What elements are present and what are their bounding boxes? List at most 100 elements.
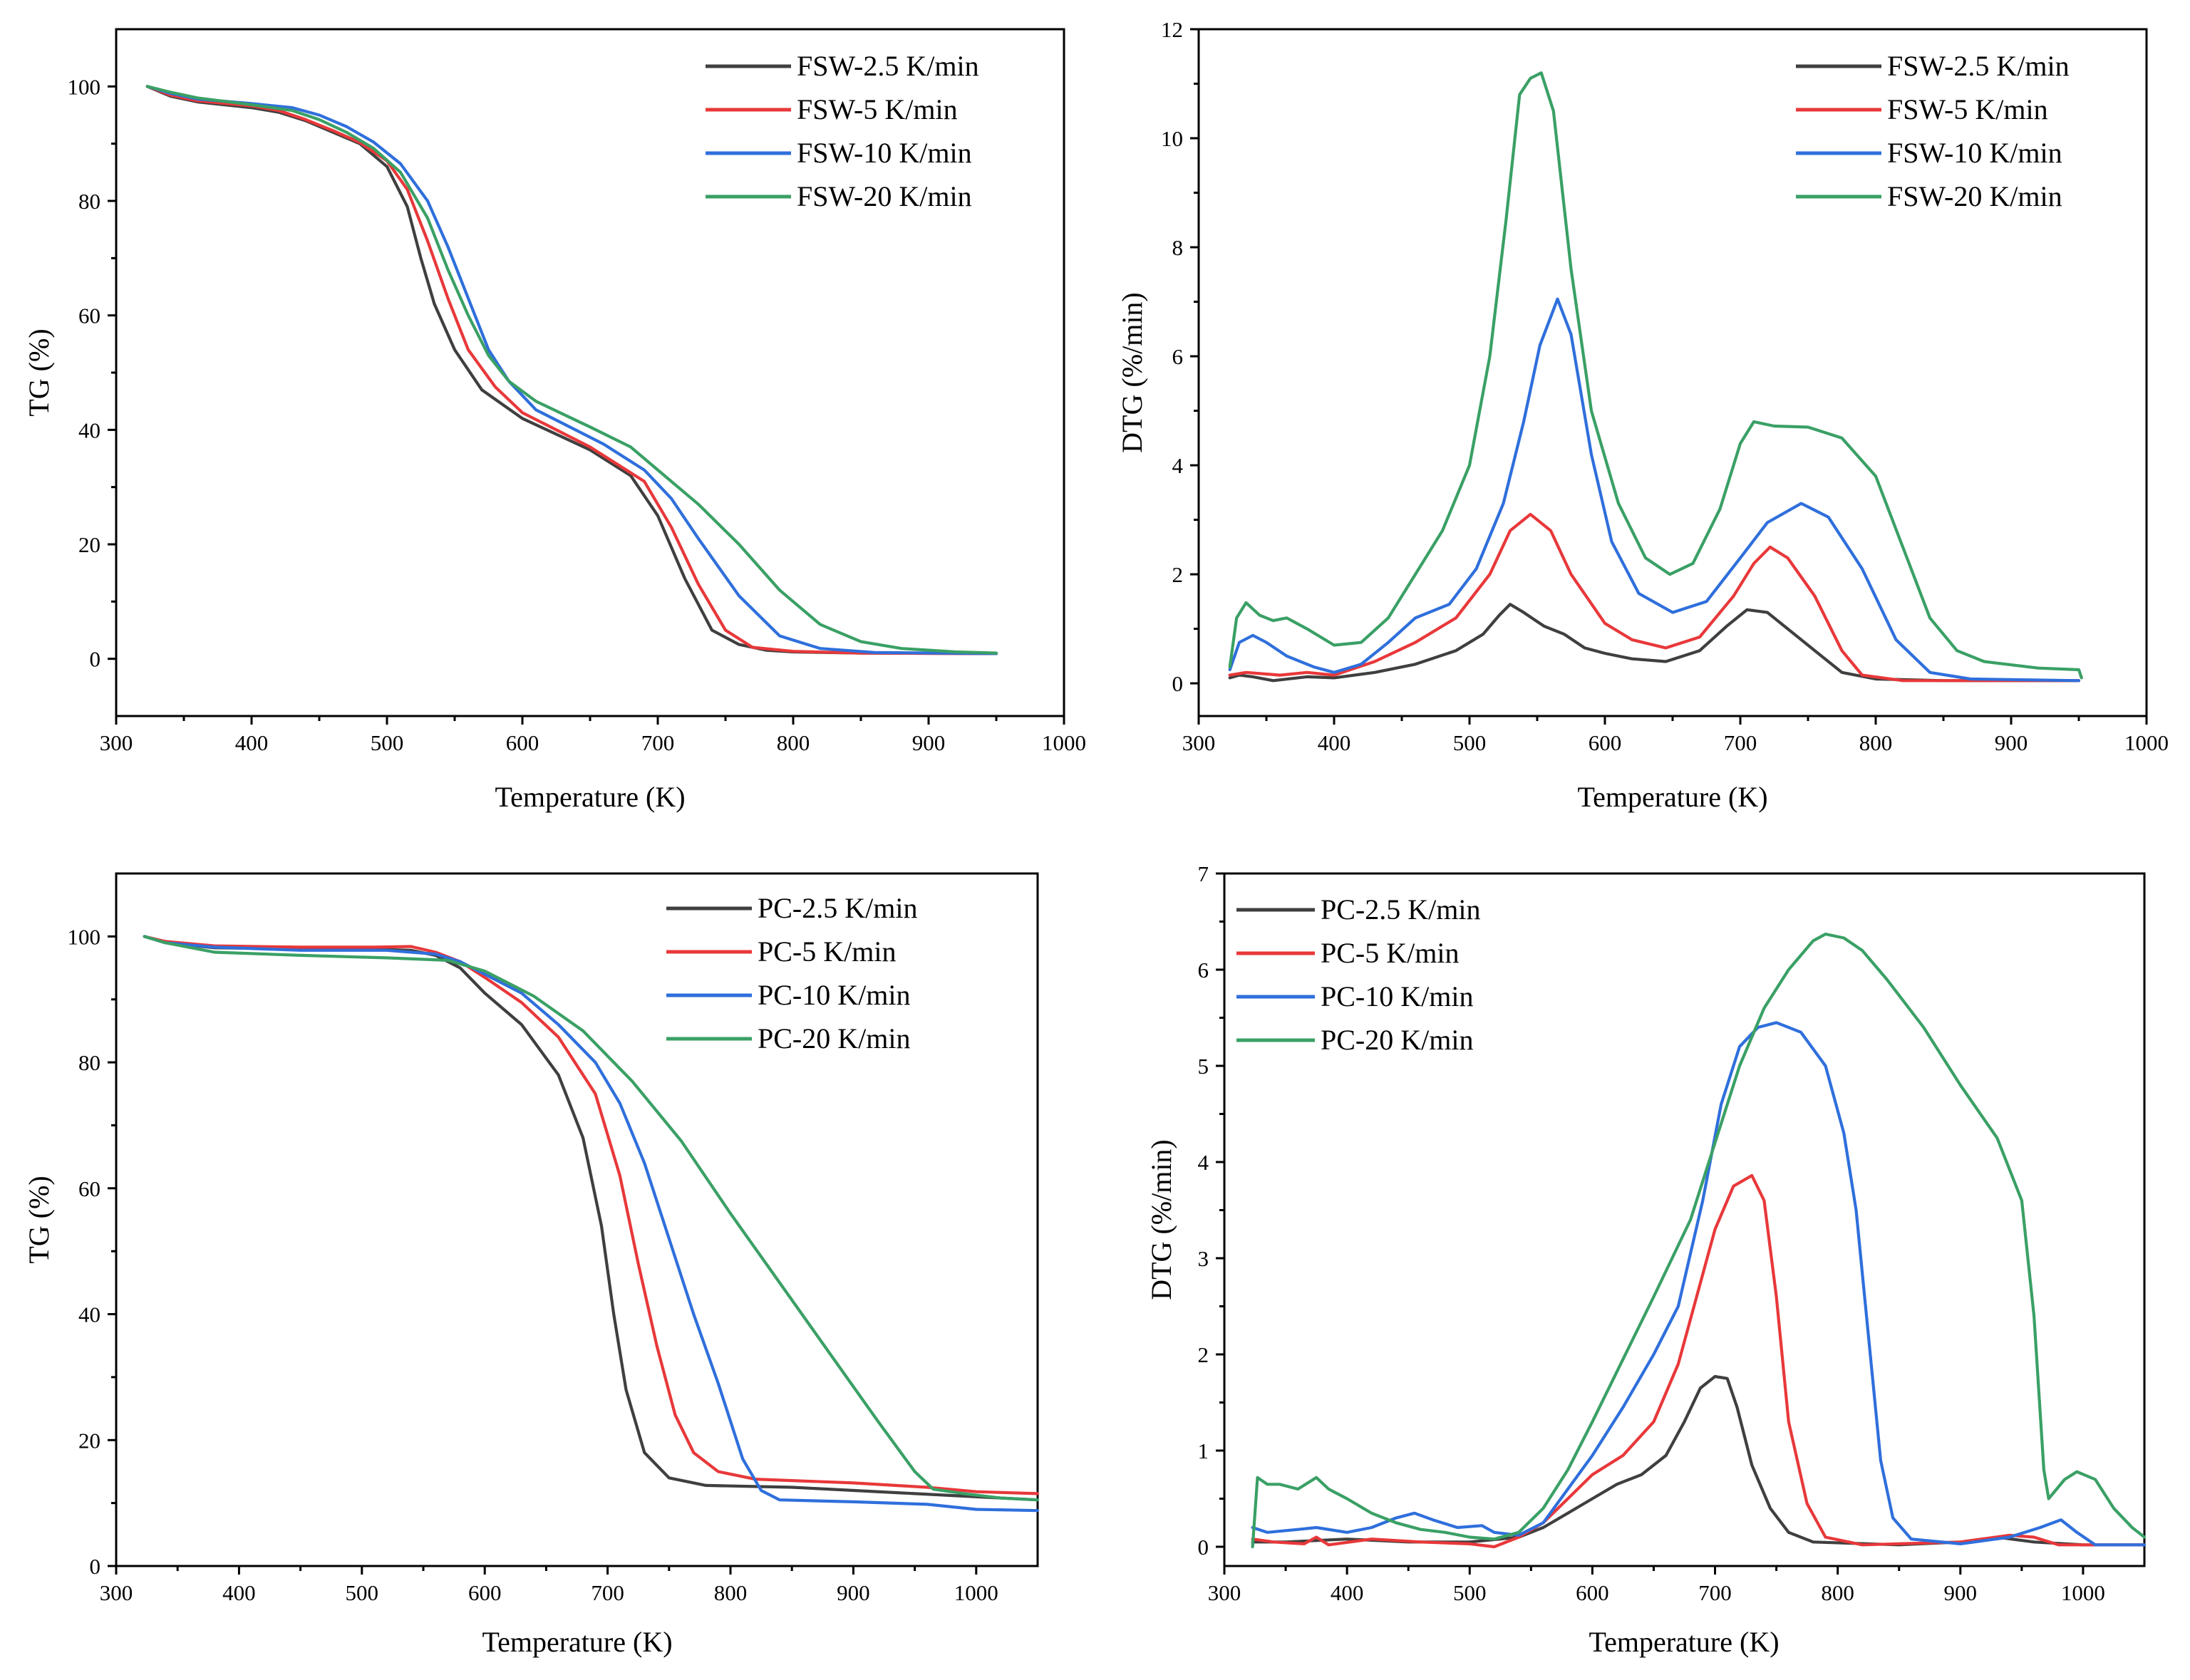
y-tick-label: 0 [90, 647, 101, 672]
x-tick-label: 900 [1995, 730, 2028, 755]
y-tick-label: 20 [78, 1428, 100, 1453]
y-tick-label: 40 [78, 1302, 100, 1327]
y-tick-label: 80 [78, 1050, 100, 1075]
plot-frame [1223, 872, 2146, 1567]
x-tick-label: 1000 [954, 1580, 998, 1605]
x-tick-label: 600 [468, 1580, 502, 1605]
x-tick-label: 900 [912, 730, 946, 755]
x-tick-label: 300 [100, 1580, 133, 1605]
x-tick-label: 800 [1859, 730, 1893, 755]
y-tick-label: 3 [1198, 1246, 1209, 1271]
series-line-fsw-5-k-min [1228, 512, 2081, 683]
x-tick-label: 1000 [2124, 730, 2169, 755]
x-tick-label: 600 [1589, 730, 1622, 755]
x-tick-label: 400 [1318, 730, 1351, 755]
y-axis-label: TG (%) [23, 328, 55, 416]
x-tick-label: 400 [222, 1580, 256, 1605]
legend-label: FSW-2.5 K/min [797, 50, 979, 82]
series-line-fsw-2-5-k-min [145, 85, 998, 655]
legend-label: PC-5 K/min [1321, 937, 1459, 969]
x-tick-label: 700 [1698, 1580, 1732, 1605]
series-line-fsw-20-k-min [145, 85, 998, 655]
x-tick-label: 700 [591, 1580, 624, 1605]
x-tick-label: 500 [371, 730, 404, 755]
y-tick-label: 7 [1198, 861, 1209, 886]
plot-frame [115, 872, 1039, 1567]
y-tick-label: 4 [1172, 453, 1184, 478]
series-line-pc-10-k-min [1251, 1021, 2147, 1547]
x-axis-label: Temperature (K) [1577, 781, 1767, 813]
plot-frame [115, 28, 1065, 717]
x-axis-label: Temperature (K) [482, 1626, 672, 1658]
y-axis-label: TG (%) [23, 1176, 55, 1263]
legend-label: PC-2.5 K/min [1321, 893, 1480, 925]
x-tick-label: 500 [1453, 1580, 1487, 1605]
series-line-fsw-10-k-min [145, 85, 998, 655]
legend-label: FSW-5 K/min [1887, 93, 2048, 125]
x-tick-label: 500 [346, 1580, 379, 1605]
y-tick-label: 2 [1172, 562, 1184, 587]
y-tick-label: 60 [78, 304, 100, 328]
y-tick-label: 0 [1172, 671, 1184, 696]
x-tick-label: 500 [1453, 730, 1487, 755]
y-tick-label: 8 [1172, 235, 1184, 260]
legend-label: FSW-20 K/min [797, 180, 972, 212]
x-axis-label: Temperature (K) [1589, 1626, 1779, 1658]
y-axis-label: DTG (%/min) [1116, 292, 1148, 453]
y-tick-label: 5 [1198, 1054, 1209, 1079]
y-tick-label: 60 [78, 1176, 100, 1201]
legend-label: FSW-5 K/min [797, 93, 958, 125]
series-line-fsw-10-k-min [1228, 297, 2081, 683]
legend-label: PC-20 K/min [758, 1022, 910, 1054]
panel-fsw-dtg: 300 400 500 600 700 800 900 1000 0 2 4 6 8 10 12 FSW-2… [1116, 17, 2169, 813]
y-tick-label: 6 [1198, 958, 1209, 982]
legend-label: FSW-2.5 K/min [1887, 50, 2070, 82]
x-tick-label: 300 [1182, 730, 1216, 755]
y-tick-label: 40 [78, 418, 100, 442]
series-line-fsw-2-5-k-min [1228, 603, 2081, 683]
y-tick-label: 100 [68, 924, 101, 949]
y-tick-label: 20 [78, 532, 100, 557]
y-tick-label: 0 [1198, 1535, 1209, 1560]
x-tick-label: 900 [837, 1580, 870, 1605]
y-tick-label: 80 [78, 189, 100, 214]
x-tick-label: 700 [1724, 730, 1757, 755]
x-tick-label: 600 [1576, 1580, 1609, 1605]
series-line-pc-20-k-min [143, 935, 1040, 1502]
x-axis-label: Temperature (K) [495, 781, 685, 813]
series-line-pc-2-5-k-min [143, 935, 1040, 1502]
x-tick-label: 400 [1331, 1580, 1364, 1605]
legend-label: FSW-10 K/min [797, 137, 972, 169]
legend-label: FSW-20 K/min [1887, 180, 2062, 212]
x-tick-label: 800 [1821, 1580, 1854, 1605]
series-line-pc-5-k-min [143, 935, 1040, 1495]
series-line-pc-10-k-min [143, 935, 1040, 1513]
legend-label: PC-5 K/min [758, 935, 896, 968]
x-tick-label: 700 [641, 730, 675, 755]
y-tick-label: 4 [1198, 1150, 1209, 1175]
legend-label: PC-2.5 K/min [758, 892, 917, 924]
panel-pc-dtg: 300 400 500 600 700 800 900 1000 0 1 2 3 4 5 6 7 PC-2.5… [1145, 861, 2147, 1658]
y-tick-label: 1 [1198, 1438, 1209, 1463]
x-tick-label: 300 [1208, 1580, 1241, 1605]
panel-pc-tg: 300 400 500 600 700 800 900 1000 0 20 40 60 80 100 PC… [23, 872, 1040, 1658]
legend-label: FSW-10 K/min [1887, 137, 2062, 169]
legend-label: PC-10 K/min [1321, 980, 1473, 1012]
y-tick-label: 0 [90, 1554, 101, 1579]
y-tick-label: 100 [68, 74, 101, 99]
panel-fsw-tg: 300 400 500 600 700 800 900 1000 0 20 40 60 80 100 FS… [23, 28, 1086, 813]
x-tick-label: 400 [235, 730, 269, 755]
series-line-pc-20-k-min [1251, 933, 2147, 1549]
x-tick-label: 800 [714, 1580, 748, 1605]
legend-label: PC-20 K/min [1321, 1024, 1473, 1056]
y-axis-label: DTG (%/min) [1145, 1139, 1177, 1300]
y-tick-label: 2 [1198, 1342, 1209, 1367]
series-line-fsw-20-k-min [1228, 71, 2083, 680]
x-tick-label: 1000 [1042, 730, 1086, 755]
x-tick-label: 300 [100, 730, 133, 755]
x-tick-label: 1000 [2061, 1580, 2105, 1605]
legend-label: PC-10 K/min [758, 979, 910, 1011]
y-tick-label: 12 [1161, 17, 1183, 42]
series-line-fsw-5-k-min [145, 85, 998, 655]
